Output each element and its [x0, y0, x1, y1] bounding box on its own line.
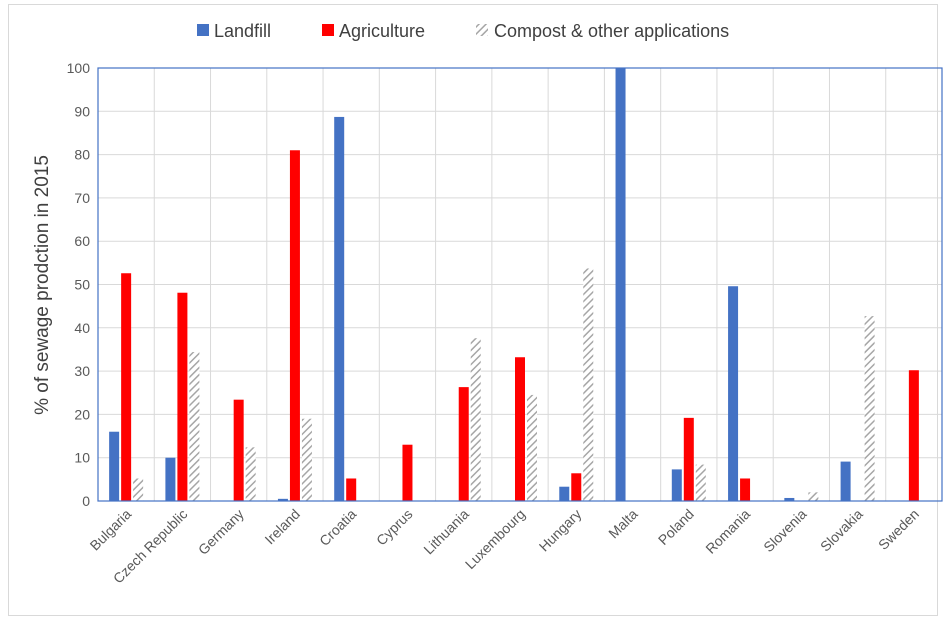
- y-tick-label: 80: [74, 147, 90, 163]
- bar-landfill-romania: [728, 286, 739, 501]
- x-tick-label: Ireland: [261, 506, 303, 548]
- bar-agriculture-germany: [233, 399, 244, 501]
- bar-agriculture-luxembourg: [515, 357, 525, 501]
- bar-compost-other-applications-slovakia: [864, 316, 875, 501]
- bar-compost-other-applications-lithuania: [470, 338, 481, 501]
- x-tick-label: Poland: [655, 506, 697, 548]
- x-tick-label: Luxembourg: [462, 506, 528, 572]
- bar-landfill-croatia: [334, 116, 345, 501]
- bar-agriculture-croatia: [346, 478, 357, 501]
- bar-landfill-czech-republic: [165, 457, 176, 501]
- bar-compost-other-applications-poland: [695, 464, 706, 501]
- bar-agriculture-ireland: [289, 150, 300, 501]
- bar-landfill-hungary: [559, 486, 570, 501]
- bar-compost-other-applications-bulgaria: [133, 478, 144, 501]
- x-tick-label: Hungary: [536, 506, 585, 555]
- y-tick-label: 100: [67, 60, 91, 76]
- legend-swatch-landfill: [197, 24, 209, 36]
- y-tick-label: 90: [74, 103, 90, 119]
- y-tick-label: 60: [74, 233, 90, 249]
- legend-label: Landfill: [214, 21, 271, 41]
- x-tick-label: Lithuania: [420, 506, 472, 558]
- legend-swatch-agriculture: [322, 24, 334, 36]
- y-tick-label: 70: [74, 190, 90, 206]
- legend-label: Compost & other applications: [494, 21, 729, 41]
- y-axis-label: % of sewage prodction in 2015: [32, 155, 53, 415]
- x-tick-label: Sweden: [875, 506, 922, 553]
- bar-landfill-poland: [671, 469, 682, 501]
- x-tick-label: Croatia: [316, 506, 359, 549]
- x-tick-label: Slovakia: [817, 506, 866, 555]
- bar-agriculture-poland: [683, 417, 694, 501]
- bar-agriculture-romania: [740, 478, 751, 501]
- bar-landfill-slovenia: [784, 497, 795, 501]
- bar-compost-other-applications-germany: [245, 447, 256, 501]
- bar-agriculture-hungary: [571, 473, 582, 501]
- x-tick-label: Romania: [702, 506, 753, 557]
- x-tick-label: Malta: [605, 506, 641, 542]
- bar-compost-other-applications-slovenia: [808, 492, 819, 501]
- bar-landfill-slovakia: [840, 461, 851, 501]
- bar-landfill-ireland: [277, 498, 288, 501]
- bars: [109, 68, 919, 501]
- y-tick-label: 30: [74, 363, 90, 379]
- y-tick-label: 40: [74, 320, 90, 336]
- bar-agriculture-sweden: [908, 370, 919, 501]
- bar-compost-other-applications-luxembourg: [527, 394, 537, 501]
- bar-compost-other-applications-ireland: [301, 418, 312, 501]
- x-tick-label: Germany: [195, 506, 247, 558]
- x-tick-label: Bulgaria: [87, 506, 135, 554]
- bar-agriculture-czech-republic: [177, 292, 188, 501]
- y-tick-label: 20: [74, 406, 90, 422]
- bar-compost-other-applications-czech-republic: [189, 352, 200, 501]
- x-tick-label: Slovenia: [760, 506, 809, 555]
- legend: Landfill Agriculture Compost & other appli…: [197, 21, 729, 41]
- plot-area-border: [97, 67, 943, 502]
- y-tick-label: 10: [74, 450, 90, 466]
- bar-agriculture-cyprus: [402, 444, 413, 501]
- y-tick-label: 50: [74, 277, 90, 293]
- y-tick-label: 0: [82, 493, 90, 509]
- bar-landfill-malta: [615, 68, 626, 501]
- chart-frame: [8, 4, 938, 616]
- legend-label: Agriculture: [339, 21, 425, 41]
- bar-agriculture-lithuania: [458, 387, 469, 501]
- bar-compost-other-applications-hungary: [583, 268, 594, 501]
- bar-landfill-bulgaria: [109, 431, 120, 501]
- legend-swatch-compost-other-applications: [476, 24, 488, 36]
- x-tick-label: Cyprus: [373, 506, 416, 549]
- bar-agriculture-bulgaria: [121, 273, 132, 501]
